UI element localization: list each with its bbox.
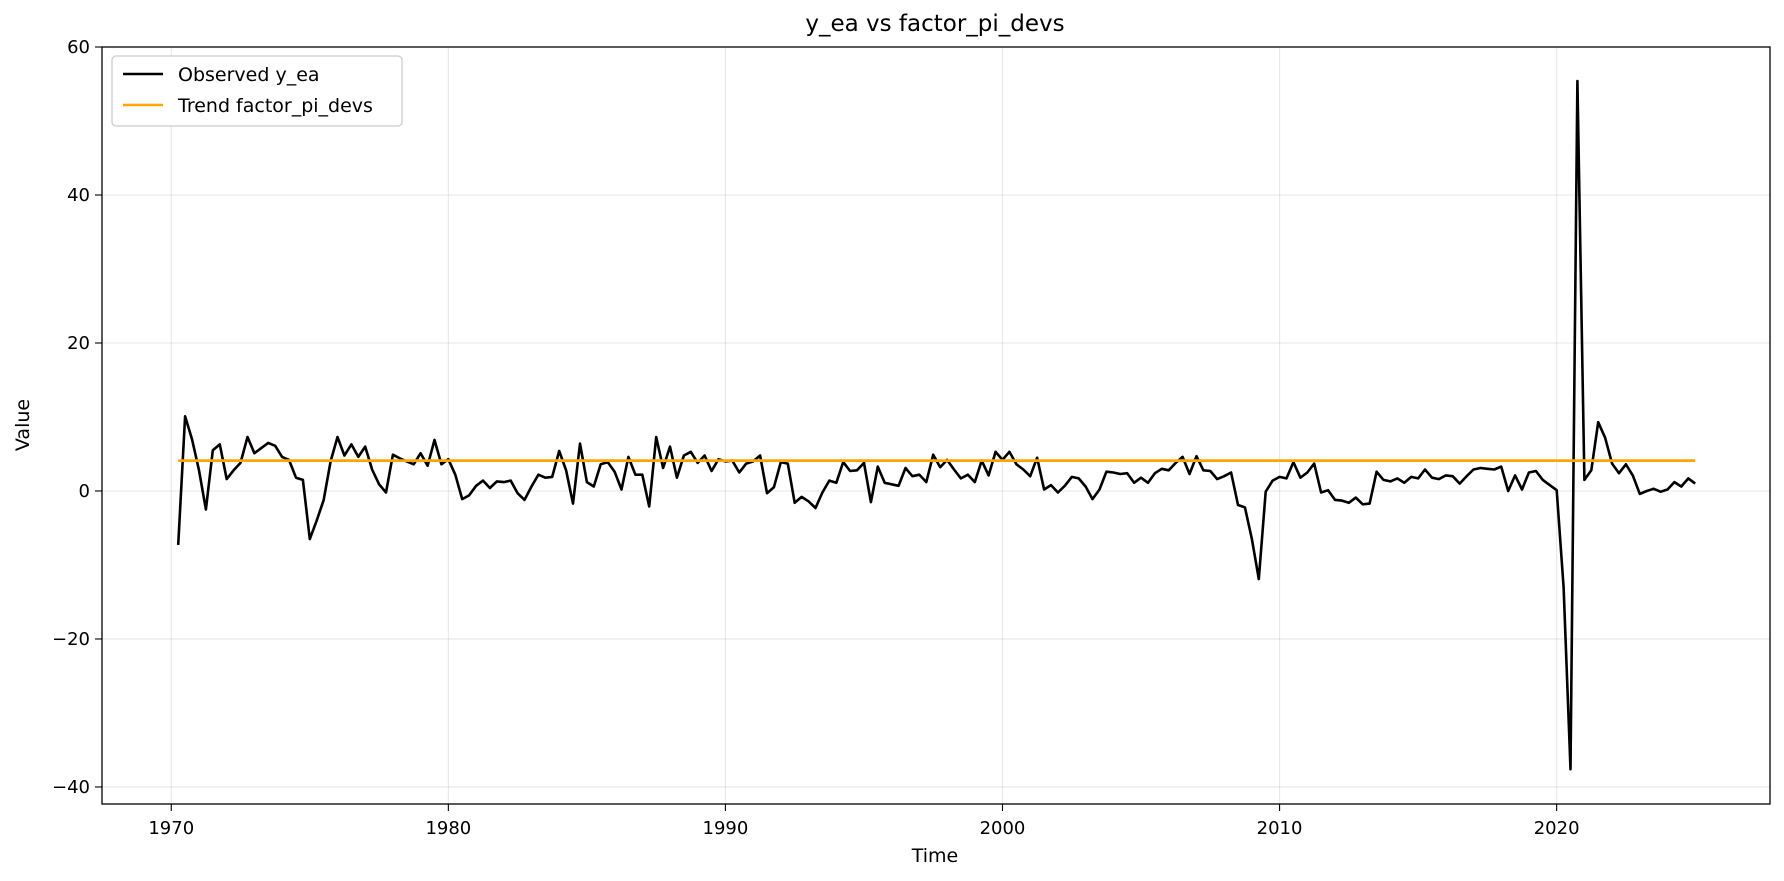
legend-label-observed: Observed y_ea bbox=[178, 64, 320, 86]
y-tick-label: 0 bbox=[79, 481, 90, 502]
x-tick-label: 2020 bbox=[1534, 818, 1580, 839]
grid-lines bbox=[102, 46, 1770, 804]
x-tick-label: 1990 bbox=[703, 818, 749, 839]
legend-box bbox=[111, 55, 403, 127]
y-tick-label: −20 bbox=[52, 629, 90, 650]
y-tick-label: 60 bbox=[67, 37, 90, 58]
legend: Observed y_ea Trend factor_pi_devs bbox=[111, 55, 403, 127]
plot-frame bbox=[101, 46, 1771, 805]
x-tick-label: 1970 bbox=[148, 818, 194, 839]
x-tick-label: 2010 bbox=[1257, 818, 1303, 839]
y-tick-label: 20 bbox=[67, 333, 90, 354]
y-tick-label: −40 bbox=[52, 777, 90, 798]
x-axis-label: Time bbox=[911, 845, 959, 867]
y-axis-label: Value bbox=[12, 399, 34, 451]
series-line-observed bbox=[176, 79, 1696, 771]
y-tick-label: 40 bbox=[67, 185, 90, 206]
x-tick-label: 2000 bbox=[980, 818, 1026, 839]
y-axis-ticks: −40 −20 0 20 40 60 bbox=[52, 37, 102, 798]
legend-label-trend: Trend factor_pi_devs bbox=[177, 95, 373, 117]
series-lines bbox=[176, 79, 1696, 771]
x-tick-label: 1980 bbox=[425, 818, 471, 839]
x-axis-ticks: 1970 1980 1990 2000 2010 2020 bbox=[148, 804, 1580, 839]
chart-title: y_ea vs factor_pi_devs bbox=[805, 11, 1064, 37]
